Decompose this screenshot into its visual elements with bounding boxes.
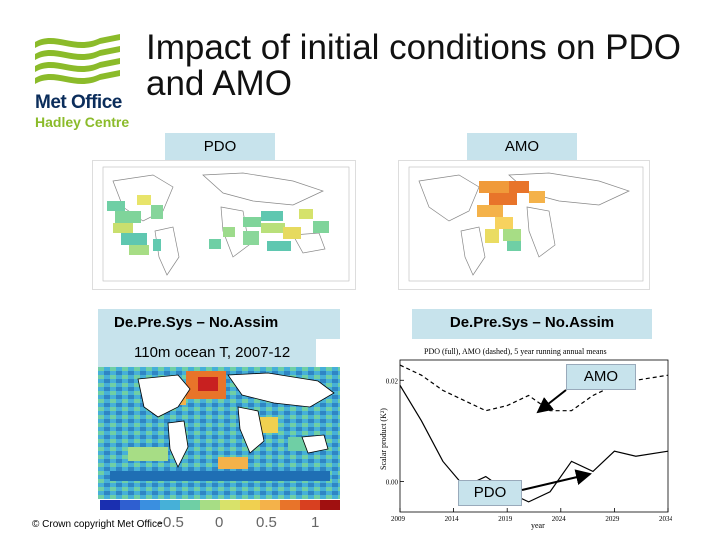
colorbar-tick: 0.5 (256, 514, 277, 531)
colorbar-tick: 0 (215, 514, 224, 531)
x-tick-label: 2034 (659, 515, 672, 523)
colorbar-tick: 1 (311, 514, 320, 531)
pdo-label: PDO (165, 133, 275, 161)
x-tick-label: 2019 (498, 515, 513, 523)
amo-callout: AMO (566, 364, 636, 390)
logo-line2: Hadley Centre (35, 114, 130, 130)
colorbar (100, 500, 340, 510)
x-tick-label: 2029 (605, 515, 620, 523)
colorbar-tick: -0.5 (158, 514, 184, 531)
pdo-arrow (521, 469, 592, 491)
dep-left-label: De.Pre.Sys – No.Assim (98, 309, 340, 339)
dep-right-label: De.Pre.Sys – No.Assim (412, 309, 652, 339)
chart-xlabel: year (531, 521, 545, 530)
y-tick-label: 0.00 (386, 479, 399, 487)
amo-arrow (536, 389, 567, 414)
logo-line1: Met Office (35, 92, 122, 113)
ocean-temperature-label: 110m ocean T, 2007-12 (98, 339, 316, 367)
plot-frame (399, 359, 669, 513)
chart-title: PDO (full), AMO (dashed), 5 year running… (424, 347, 607, 356)
x-tick-label: 2014 (445, 515, 460, 523)
y-tick-label: 0.02 (386, 377, 399, 385)
met-office-logo: Met Office Hadley Centre (30, 30, 130, 130)
x-tick-label: 2024 (552, 515, 567, 523)
chart-ylabel: Scalar product (K²) (379, 408, 388, 470)
amo-pattern-map (398, 160, 650, 290)
logo-waves-icon (35, 34, 120, 84)
series-line-pdo (399, 385, 669, 503)
pdo-pattern-map (92, 160, 356, 290)
copyright-text: © Crown copyright Met Office (32, 519, 163, 530)
amo-label: AMO (467, 133, 577, 161)
slide-title: Impact of initial conditions on PDO and … (146, 28, 681, 103)
x-tick-label: 2009 (391, 515, 406, 523)
pdo-callout: PDO (458, 480, 522, 506)
ocean-temperature-difference-map (98, 367, 340, 499)
